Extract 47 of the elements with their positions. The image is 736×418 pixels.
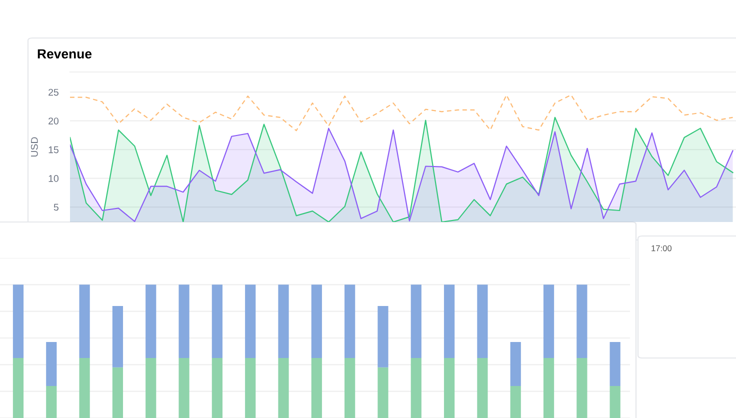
line-series bbox=[70, 94, 734, 132]
bar bbox=[178, 358, 190, 418]
y-tick-label: 5 bbox=[54, 204, 58, 211]
y-tick-label: 20 bbox=[48, 118, 59, 124]
bar bbox=[311, 284, 322, 358]
bar bbox=[212, 284, 222, 358]
bar bbox=[278, 284, 289, 358]
bar bbox=[46, 386, 57, 418]
text: 17:00 bbox=[652, 245, 672, 252]
bar bbox=[444, 284, 455, 358]
bar bbox=[146, 284, 156, 358]
y-tick-label: 25 bbox=[48, 88, 58, 96]
bar bbox=[311, 358, 322, 418]
bar bbox=[477, 358, 488, 418]
bar bbox=[12, 284, 24, 358]
bar bbox=[378, 306, 388, 368]
bar bbox=[610, 386, 620, 418]
bar bbox=[610, 342, 620, 386]
bar bbox=[378, 367, 388, 418]
bar bbox=[510, 342, 521, 386]
bar bbox=[278, 358, 289, 418]
bar bbox=[245, 358, 256, 418]
bar bbox=[112, 367, 124, 418]
bar bbox=[12, 358, 24, 418]
bar bbox=[477, 284, 488, 358]
bar bbox=[344, 358, 356, 418]
bar bbox=[79, 358, 90, 418]
bar bbox=[245, 284, 256, 358]
bar bbox=[543, 284, 554, 358]
bar bbox=[543, 358, 554, 418]
bar bbox=[410, 284, 422, 358]
bar bbox=[46, 342, 57, 386]
bar bbox=[576, 358, 588, 418]
chart-title: Revenue bbox=[38, 49, 92, 59]
bar bbox=[410, 358, 422, 418]
bar bbox=[344, 284, 356, 358]
y-tick-label: 10 bbox=[48, 175, 59, 182]
bar bbox=[444, 358, 455, 418]
bar bbox=[510, 386, 521, 418]
y-tick-label: 15 bbox=[48, 146, 58, 154]
bar bbox=[212, 358, 222, 418]
bar bbox=[79, 284, 90, 358]
bar bbox=[112, 306, 124, 368]
y-axis-title: USD bbox=[30, 137, 38, 157]
bar bbox=[576, 284, 588, 358]
bar bbox=[178, 284, 190, 358]
bar bbox=[146, 358, 156, 418]
